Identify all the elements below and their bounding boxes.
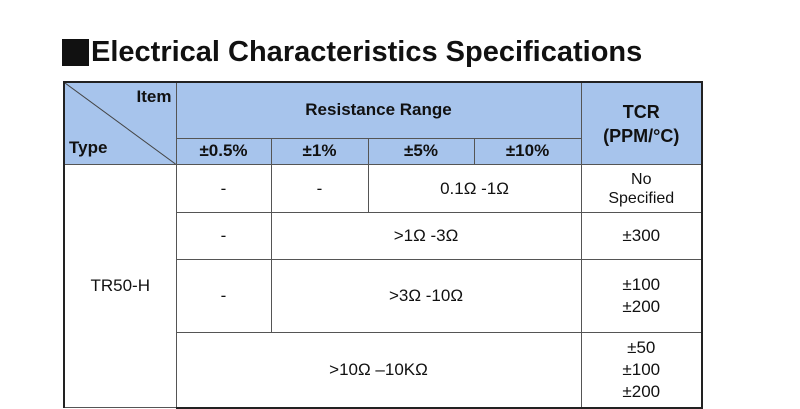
tcr-value: ±300	[622, 226, 661, 245]
title-text: Electrical Characteristics Specification…	[91, 36, 643, 68]
tcr-cell: ±300	[580, 212, 704, 260]
tcr-header: TCR (PPM/°C)	[580, 81, 704, 165]
table-cell: -	[175, 259, 272, 333]
table-row: - >3Ω -10Ω ±100 ±200	[64, 259, 704, 333]
tolerance-header: ±5%	[367, 137, 475, 166]
black-square-bullet-icon	[62, 39, 89, 66]
tcr-cell: No Specified	[580, 164, 704, 213]
page-title: Electrical Characteristics Specification…	[62, 36, 642, 69]
corner-header-cell: Item Type	[63, 81, 177, 165]
diagonal-divider	[65, 83, 176, 164]
range-cell: 0.1Ω -1Ω	[367, 164, 582, 213]
range-cell: >1Ω -3Ω	[270, 212, 582, 260]
tcr-cell: ±100 ±200	[580, 259, 704, 333]
tolerance-header: ±1%	[270, 137, 369, 166]
table-row: >10Ω –10KΩ ±50 ±100 ±200	[64, 332, 704, 409]
tcr-value: ±200	[622, 381, 661, 401]
tolerance-header: ±10%	[473, 137, 582, 166]
corner-type-label: Type	[69, 138, 108, 157]
resistance-range-header: Resistance Range	[175, 80, 582, 139]
tcr-value: ±100	[622, 359, 661, 379]
tcr-header-line1: TCR	[622, 101, 660, 122]
tolerance-header: ±0.5%	[175, 137, 272, 166]
type-cell: TR50-H	[63, 164, 177, 408]
table-row: TR50-H - - 0.1Ω -1Ω No Specified	[63, 164, 704, 408]
table-cell: -	[175, 212, 272, 260]
tcr-value: ±50	[627, 337, 656, 357]
table-cell: -	[175, 164, 272, 213]
corner-item-label: Item	[136, 87, 172, 106]
tcr-value: ±200	[622, 297, 661, 316]
tcr-header-line2: (PPM/°C)	[603, 125, 680, 146]
range-cell: >10Ω –10KΩ	[175, 332, 582, 409]
tcr-value: No	[631, 170, 652, 188]
table-cell: -	[270, 164, 369, 213]
tcr-value: ±100	[622, 275, 661, 294]
spec-table: Item Type Resistance Range TCR (PPM/°C) …	[63, 80, 704, 409]
range-cell: >3Ω -10Ω	[270, 259, 582, 333]
tcr-value: Specified	[608, 189, 675, 207]
tcr-cell: ±50 ±100 ±200	[580, 332, 704, 409]
